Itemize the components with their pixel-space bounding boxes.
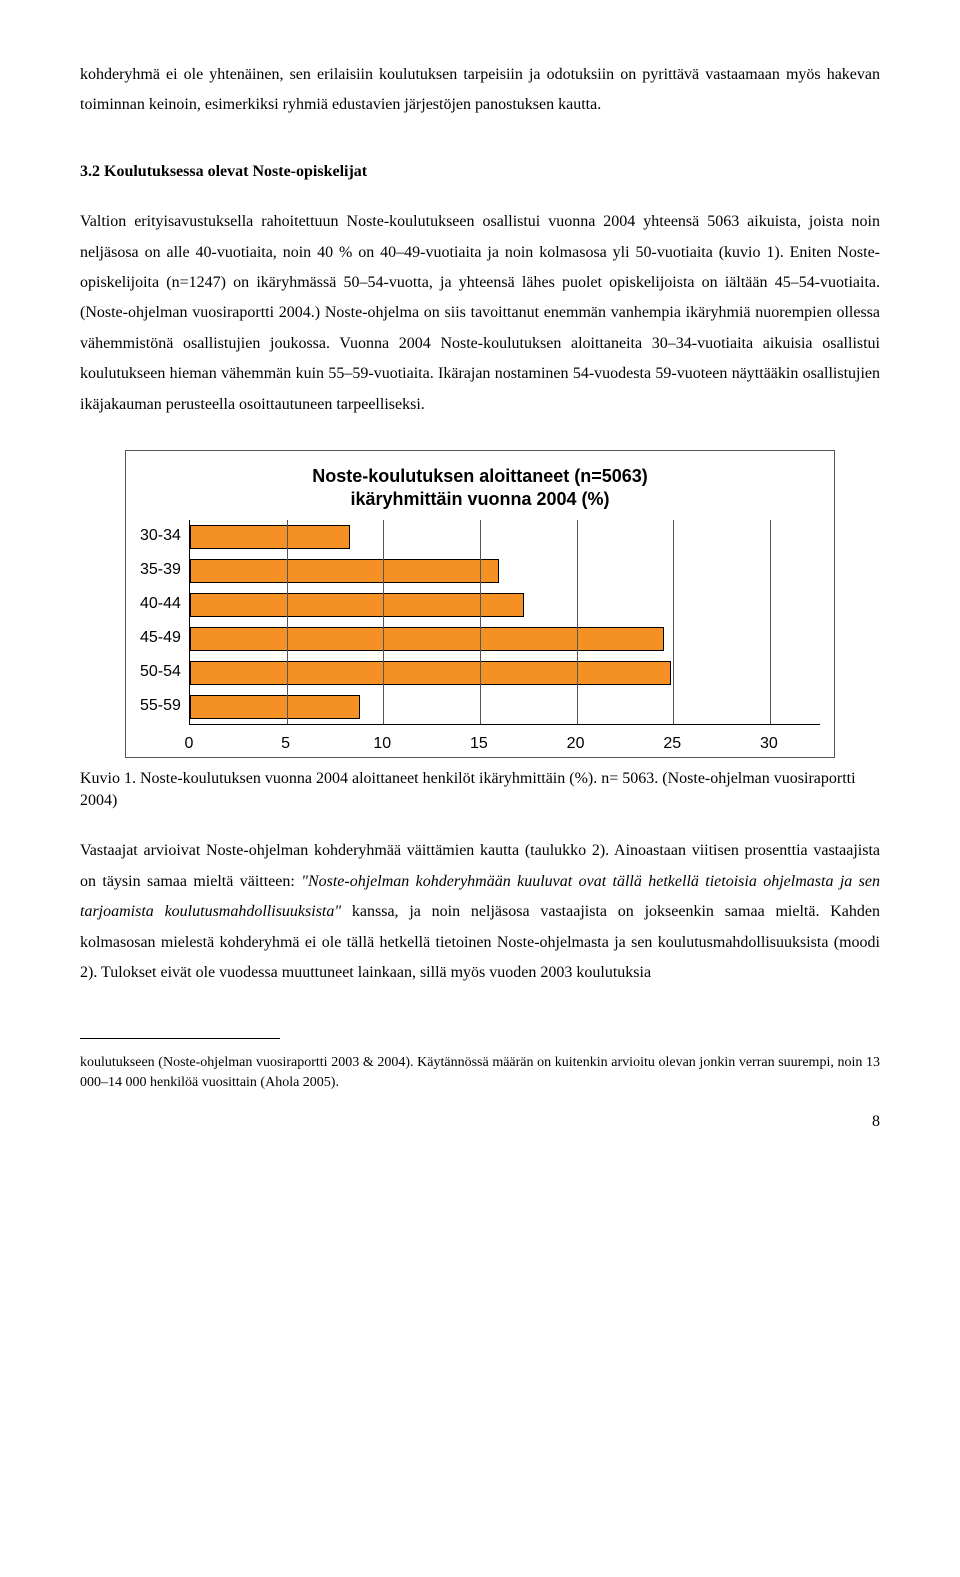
paragraph-2: Valtion erityisavustuksella rahoitettuun… [80, 207, 880, 420]
y-axis-label: 30-34 [140, 520, 181, 554]
x-axis-tick: 20 [567, 729, 585, 759]
bar-row [190, 588, 820, 622]
chart-plot-area [189, 520, 820, 725]
paragraph-1: kohderyhmä ei ole yhtenäinen, sen erilai… [80, 60, 880, 121]
x-axis-tick: 0 [184, 729, 193, 759]
y-axis-label: 35-39 [140, 554, 181, 588]
gridline [287, 520, 288, 724]
chart-caption: Kuvio 1. Noste-koulutuksen vuonna 2004 a… [80, 768, 880, 813]
gridline [673, 520, 674, 724]
footnote-rule [80, 1038, 280, 1039]
bar-row [190, 690, 820, 724]
gridline [770, 520, 771, 724]
chart-title: Noste-koulutuksen aloittaneet (n=5063) i… [140, 465, 820, 512]
bar-row [190, 520, 820, 554]
bar-chart: Noste-koulutuksen aloittaneet (n=5063) i… [125, 450, 835, 758]
gridline [383, 520, 384, 724]
x-axis-tick: 25 [663, 729, 681, 759]
y-axis-label: 50-54 [140, 656, 181, 690]
chart-x-axis: 051015202530 [140, 729, 820, 753]
chart-y-labels: 30-3435-3940-4445-4950-5455-59 [140, 520, 189, 725]
bar-row [190, 622, 820, 656]
bar [190, 525, 350, 549]
gridline [577, 520, 578, 724]
y-axis-label: 55-59 [140, 690, 181, 724]
bar [190, 593, 524, 617]
x-axis-tick: 30 [760, 729, 778, 759]
y-axis-label: 40-44 [140, 588, 181, 622]
x-axis-tick: 5 [281, 729, 290, 759]
page-number: 8 [80, 1107, 880, 1137]
bar [190, 627, 664, 651]
section-heading: 3.2 Koulutuksessa olevat Noste-opiskelij… [80, 157, 880, 187]
bar-row [190, 554, 820, 588]
y-axis-label: 45-49 [140, 622, 181, 656]
paragraph-3: Vastaajat arvioivat Noste-ohjelman kohde… [80, 836, 880, 988]
footnote: koulutukseen (Noste-ohjelman vuosiraport… [80, 1053, 880, 1092]
bar [190, 661, 671, 685]
gridline [480, 520, 481, 724]
bar [190, 695, 360, 719]
x-axis-tick: 15 [470, 729, 488, 759]
chart-title-line1: Noste-koulutuksen aloittaneet (n=5063) [312, 466, 648, 486]
bar [190, 559, 499, 583]
bar-row [190, 656, 820, 690]
x-axis-tick: 10 [373, 729, 391, 759]
chart-title-line2: ikäryhmittäin vuonna 2004 (%) [350, 489, 609, 509]
chart-bars [190, 520, 820, 724]
